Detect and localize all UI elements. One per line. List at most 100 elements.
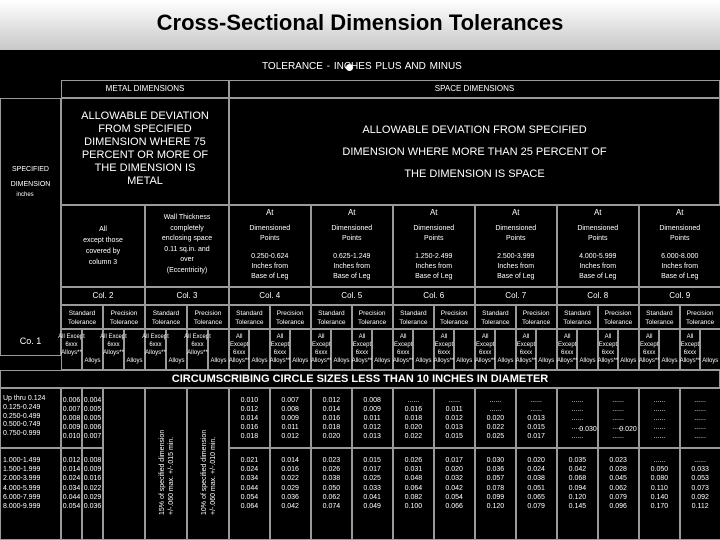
tolerance-type-label: Standard Tolerance	[481, 310, 510, 326]
tolerance-type-label: Standard Tolerance	[67, 310, 97, 326]
ranges-b: 1.000-1.499 1.500-1.999 2.000-3.999 4.00…	[3, 457, 41, 511]
value-block-a: ...... ...... ...... ...... ......	[653, 397, 666, 440]
space-col-8-points: Dimensioned Points	[577, 225, 619, 242]
alloy-box	[311, 329, 332, 370]
circle-heading: CIRCUMSCRIBING CIRCLE SIZES LESS THAN 10…	[171, 373, 549, 385]
tolerance-type-label: Precision Tolerance	[109, 310, 139, 326]
value-block-b: 0.012 0.014 0.024 0.034 0.044 0.054	[62, 457, 81, 511]
value-block-a: ...... ...... ...... ...... ......	[571, 397, 584, 440]
value-block-a: 0.008 0.009 0.011 0.012 0.013	[363, 397, 381, 440]
alloy-box	[577, 329, 598, 370]
value-block-a-box	[475, 388, 516, 448]
space-col-4-label: Col. 4	[259, 291, 281, 300]
alloys-label: Alloys	[168, 358, 185, 364]
tolerance-type-box	[229, 305, 270, 329]
tolerance-type-box	[639, 305, 680, 329]
ranges-a: Up thru 0.124 0.125-0.249 0.250-0.499 0.…	[3, 395, 46, 438]
all-except-label: All Except 6xxx Alloys**	[556, 334, 578, 364]
alloy-box	[166, 329, 187, 370]
value-block-a: 0.012 0.014 0.016 0.018 0.020	[322, 397, 341, 440]
space-col-4-label-box	[229, 287, 311, 305]
alloy-box	[351, 329, 373, 370]
alloys-label: Alloys	[456, 358, 473, 364]
alloys-label: Alloys	[126, 358, 143, 364]
all-except-label: All Except 6xxx Alloys**	[679, 334, 701, 364]
note-020: 0.020	[619, 426, 637, 433]
value-block-a: ...... 0.011 0.012 0.013 0.015	[445, 397, 463, 440]
space-col-7-at: At	[511, 208, 520, 217]
all-except-label: All Except 6xxx Alloys**	[474, 334, 496, 364]
value-block-b: 0.021 0.024 0.034 0.044 0.054 0.064	[240, 457, 259, 511]
tolerance-type-label: Standard Tolerance	[151, 310, 181, 326]
page-title: Cross-Sectional Dimension Tolerances	[156, 10, 564, 35]
tolerance-type-box	[311, 305, 352, 329]
value-block-b: ...... 0.033 0.053 0.073 0.092 0.112	[691, 457, 709, 511]
space-col-9-label: Col. 9	[669, 291, 691, 300]
col3-label: Col. 3	[176, 291, 198, 300]
space-col-4-at: At	[265, 208, 274, 217]
alloy-box	[103, 329, 124, 370]
space-col-5-range: 0.625-1.249 Inches from Base of Leg	[333, 253, 371, 280]
value-block-b: 0.026 0.031 0.048 0.064 0.082 0.100	[404, 457, 423, 511]
space-dimensions-label: SPACE DIMENSIONS	[434, 84, 515, 93]
value-block-a: ...... ...... ...... ...... ......	[612, 397, 624, 440]
alloy-box	[536, 329, 557, 370]
alloy-box	[331, 329, 352, 370]
alloy-box	[433, 329, 455, 370]
value-block-b: 0.023 0.026 0.038 0.050 0.062 0.074	[322, 457, 341, 511]
space-col-6-range: 1.250-2.499 Inches from Base of Leg	[415, 253, 453, 280]
value-block-a-box	[393, 388, 434, 448]
alloy-box	[495, 329, 516, 370]
space-col-7-points: Dimensioned Points	[495, 225, 537, 242]
space-col-4-desc-box	[229, 205, 311, 287]
metal-deviation-box	[61, 98, 229, 205]
range-box-a	[0, 388, 61, 448]
alloy-box	[269, 329, 291, 370]
metal-dimensions-label: METAL DIMENSIONS	[105, 84, 185, 93]
alloy-box	[557, 329, 578, 370]
space-col-5-label: Col. 5	[341, 291, 363, 300]
col1-label: Co. 1	[19, 336, 42, 346]
tolerance-type-box	[351, 305, 393, 329]
alloys-label: Alloys	[84, 358, 101, 364]
value-block-a: 0.007 0.008 0.009 0.011 0.012	[281, 397, 299, 440]
all-except-label: All Except 6xxx Alloys**	[597, 334, 619, 364]
alloys-label: Alloys	[538, 358, 555, 364]
alloys-label: Alloys	[251, 358, 268, 364]
space-col-4-range: 0.250-0.624 Inches from Base of Leg	[251, 253, 289, 280]
tolerance-type-label: Standard Tolerance	[645, 310, 674, 326]
alloy-box	[597, 329, 619, 370]
space-col-9-at: At	[675, 208, 684, 217]
value-block-a-box	[515, 388, 557, 448]
space-deviation-text-3: THE DIMENSION IS SPACE	[404, 168, 545, 180]
tolerance-type-box	[187, 305, 229, 329]
alloy-box	[618, 329, 639, 370]
space-col-8-range: 4.000-5.999 Inches from Base of Leg	[579, 253, 617, 280]
col3-label-box	[145, 287, 229, 305]
space-col-6-label: Col. 6	[423, 291, 445, 300]
alloys-label: Alloys	[497, 358, 514, 364]
all-except-label: All Except 6xxx Alloys**	[392, 334, 414, 364]
alloys-label: Alloys	[210, 358, 227, 364]
all-except-label: All Except 6xxx Alloys**	[184, 334, 211, 356]
alloy-box	[61, 329, 82, 370]
tolerance-type-box	[515, 305, 557, 329]
value-block-b: 0.020 0.024 0.038 0.051 0.065 0.079	[527, 457, 545, 511]
space-col-5-label-box	[311, 287, 393, 305]
inches-label: inches	[16, 192, 34, 198]
space-col-6-label-box	[393, 287, 475, 305]
col2-label: Col. 2	[92, 291, 114, 300]
alloy-box	[475, 329, 496, 370]
alloy-box	[145, 329, 166, 370]
value-block-b: 0.030 0.036 0.057 0.078 0.099 0.120	[486, 457, 505, 511]
all-except-label: All Except 6xxx Alloys**	[269, 334, 291, 364]
alloys-label: Alloys	[333, 358, 350, 364]
value-block-a: ...... ...... 0.013 0.015 0.017	[527, 397, 545, 440]
all-except-label: All Except 6xxx Alloys**	[433, 334, 455, 364]
all-except-label: All Except 6xxx Alloys**	[58, 334, 85, 356]
vertical-prec-note: 10% of specified dimension +/-.060 max. …	[201, 429, 217, 515]
space-col-6-desc-box	[393, 205, 475, 287]
vertical-std-note: 15% of specified dimension +/-.060 max. …	[159, 429, 175, 515]
value-block-a-box	[597, 388, 639, 448]
tolerance-type-box	[269, 305, 311, 329]
